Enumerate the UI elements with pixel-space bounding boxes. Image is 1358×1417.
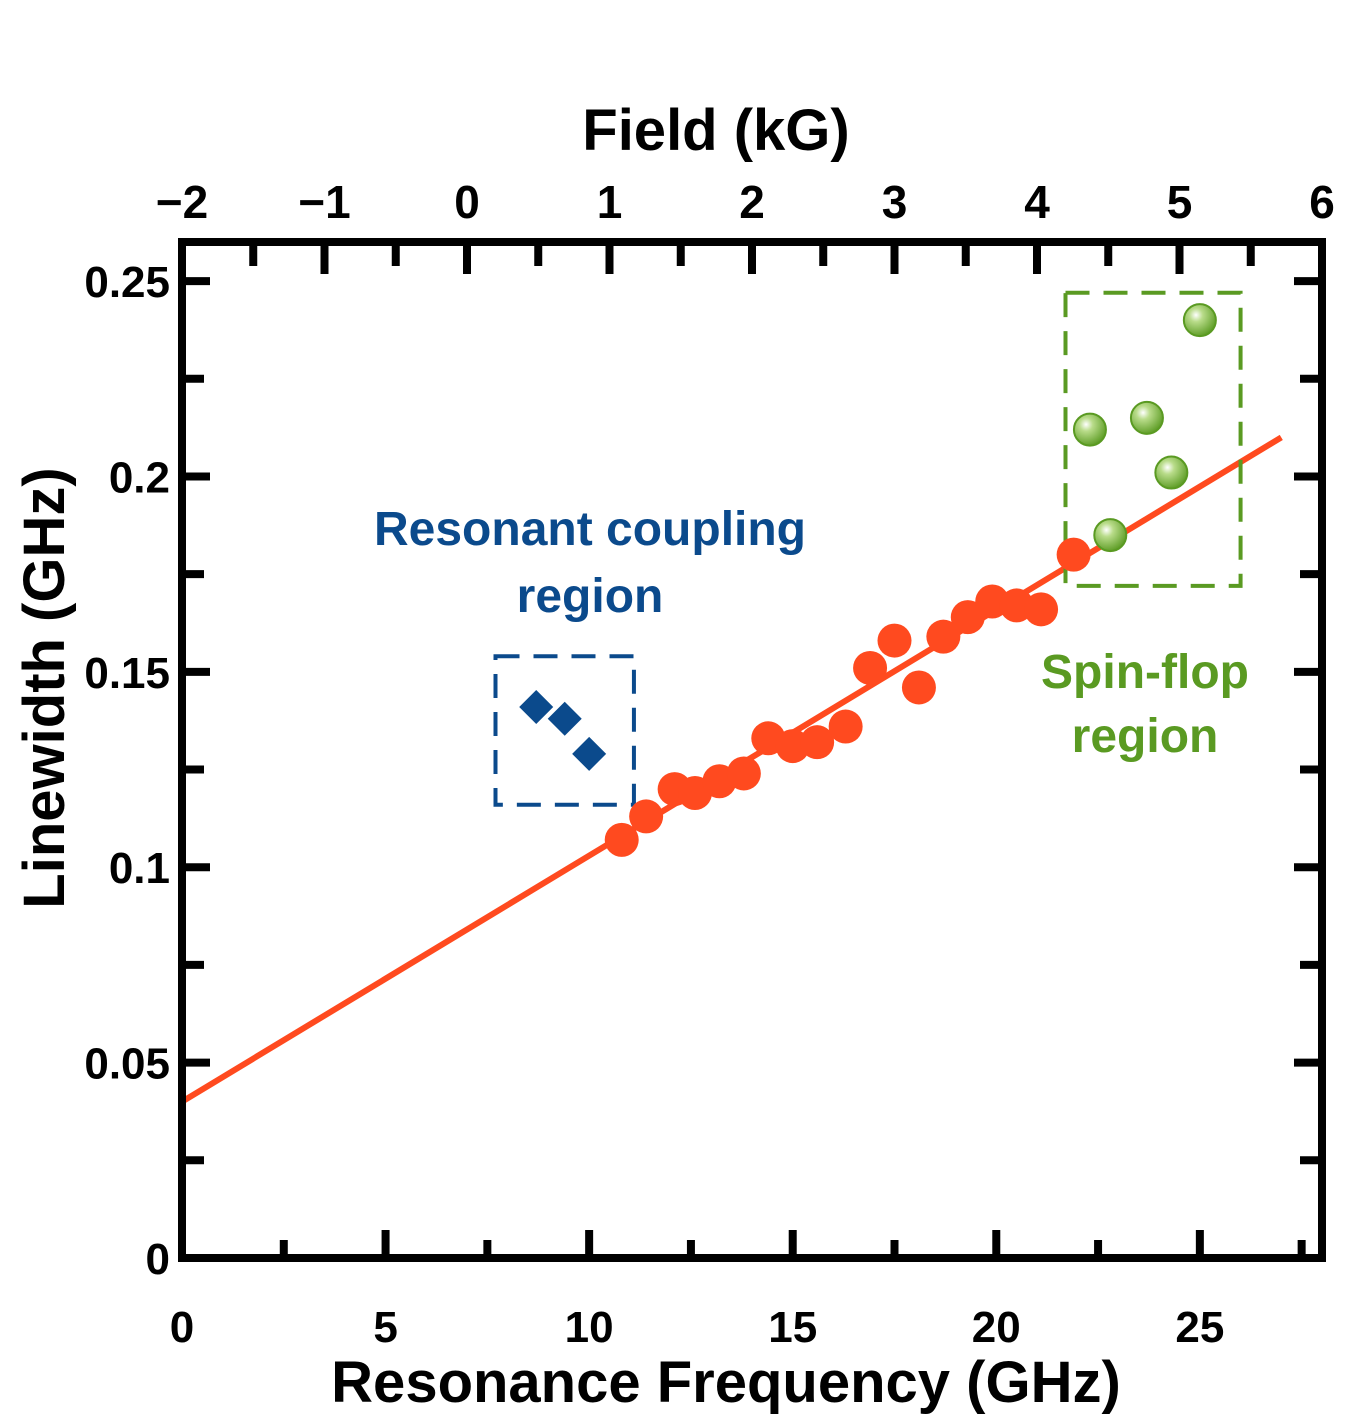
data-point-s0-11 xyxy=(877,623,912,658)
data-point-s2-4 xyxy=(1182,303,1217,338)
y-tick-label: 0.25 xyxy=(84,258,170,307)
region-label-1-1: region xyxy=(1072,710,1219,763)
region-box-1 xyxy=(1063,290,1243,588)
data-point-s1-0 xyxy=(519,690,554,725)
region-label-0-1: region xyxy=(517,570,664,623)
labels-layer: Resonant coupling region Spin-flop region Re… xyxy=(12,98,1249,1415)
data-point-s0-0 xyxy=(604,822,639,857)
x-tick-label: 10 xyxy=(565,1303,614,1352)
data-point-s0-8 xyxy=(800,725,835,760)
data-point-s0-10 xyxy=(853,650,888,685)
y-axis-title: Linewidth (GHz) xyxy=(12,467,77,908)
data-point-s1-1 xyxy=(547,701,582,736)
data-point-s2-2 xyxy=(1129,400,1164,435)
x2-tick-label: 2 xyxy=(739,176,765,228)
data-point-s2-1 xyxy=(1072,412,1107,447)
x2-tick-label: 3 xyxy=(882,176,908,228)
axes-layer: 0 5 10 15 20 25 0 0.05 0.1 0.15 0.2 0.25 −2 −1 0 1 2 3 4 5 6 xyxy=(84,176,1334,1352)
x2-axis-title: Field (kG) xyxy=(582,98,849,163)
points-layer xyxy=(519,303,1217,857)
x2-tick-label: 5 xyxy=(1167,176,1193,228)
y-tick-label: 0.05 xyxy=(84,1040,170,1089)
x-tick-label: 0 xyxy=(170,1303,194,1352)
data-point-s0-17 xyxy=(1024,592,1059,627)
x-tick-label: 25 xyxy=(1175,1303,1224,1352)
data-point-s0-9 xyxy=(828,709,863,744)
region-label-1-0: Spin-flop xyxy=(1041,646,1249,699)
region-label-0-0: Resonant coupling xyxy=(374,503,806,556)
y-tick-label: 0.15 xyxy=(84,649,170,698)
y-tick-label: 0.1 xyxy=(109,844,170,893)
x2-tick-label: 1 xyxy=(597,176,623,228)
x2-tick-label: −2 xyxy=(156,176,208,228)
data-point-s1-2 xyxy=(572,736,607,771)
data-point-s0-12 xyxy=(901,670,936,705)
y-tick-label: 0 xyxy=(146,1235,170,1284)
x2-tick-label: −1 xyxy=(298,176,350,228)
x-tick-label: 20 xyxy=(972,1303,1021,1352)
x-tick-label: 5 xyxy=(373,1303,397,1352)
x-tick-label: 15 xyxy=(768,1303,817,1352)
data-point-s0-18 xyxy=(1056,537,1091,572)
y-tick-label: 0.2 xyxy=(109,453,170,502)
data-point-s0-1 xyxy=(629,799,664,834)
regions-layer xyxy=(493,290,1243,807)
x-axis-title: Resonance Frequency (GHz) xyxy=(331,1350,1121,1415)
data-point-s2-3 xyxy=(1154,455,1189,490)
x2-tick-label: 0 xyxy=(454,176,480,228)
data-point-s0-13 xyxy=(926,619,961,654)
data-point-s0-5 xyxy=(726,756,761,791)
region-box-0 xyxy=(493,654,636,807)
x2-tick-label: 6 xyxy=(1309,176,1335,228)
data-point-s2-0 xyxy=(1093,518,1128,553)
x2-tick-label: 4 xyxy=(1024,176,1050,228)
data-point-s0-14 xyxy=(950,600,985,635)
